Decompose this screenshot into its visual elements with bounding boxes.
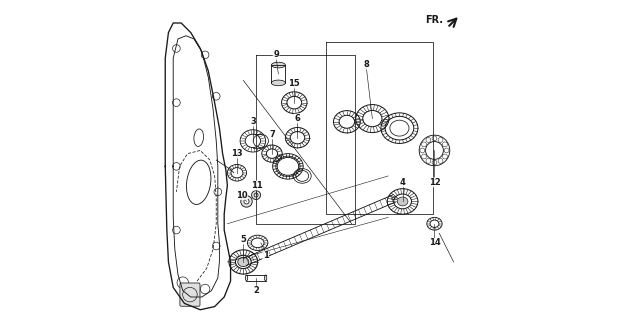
Text: 4: 4 xyxy=(399,178,406,187)
Ellipse shape xyxy=(398,197,408,206)
Text: 8: 8 xyxy=(363,60,369,69)
Text: 7: 7 xyxy=(269,130,275,139)
Text: 6: 6 xyxy=(295,114,301,123)
Text: 1: 1 xyxy=(263,251,268,260)
Ellipse shape xyxy=(392,197,398,200)
Circle shape xyxy=(241,196,252,207)
Circle shape xyxy=(254,193,258,197)
Text: 9: 9 xyxy=(273,50,279,59)
Text: 10: 10 xyxy=(236,190,248,200)
Text: 13: 13 xyxy=(231,149,243,158)
Ellipse shape xyxy=(265,275,266,281)
FancyBboxPatch shape xyxy=(180,283,200,306)
Ellipse shape xyxy=(238,257,249,267)
Text: 12: 12 xyxy=(428,178,440,187)
Text: FR.: FR. xyxy=(425,15,444,25)
Text: 15: 15 xyxy=(289,79,300,88)
Circle shape xyxy=(244,199,249,204)
Circle shape xyxy=(251,191,261,199)
Ellipse shape xyxy=(245,275,248,281)
Ellipse shape xyxy=(272,62,285,68)
Text: 5: 5 xyxy=(241,235,246,244)
Text: 3: 3 xyxy=(250,117,256,126)
Text: 2: 2 xyxy=(253,286,259,295)
Text: 14: 14 xyxy=(428,238,440,247)
Ellipse shape xyxy=(272,80,285,86)
Text: 11: 11 xyxy=(251,181,263,190)
